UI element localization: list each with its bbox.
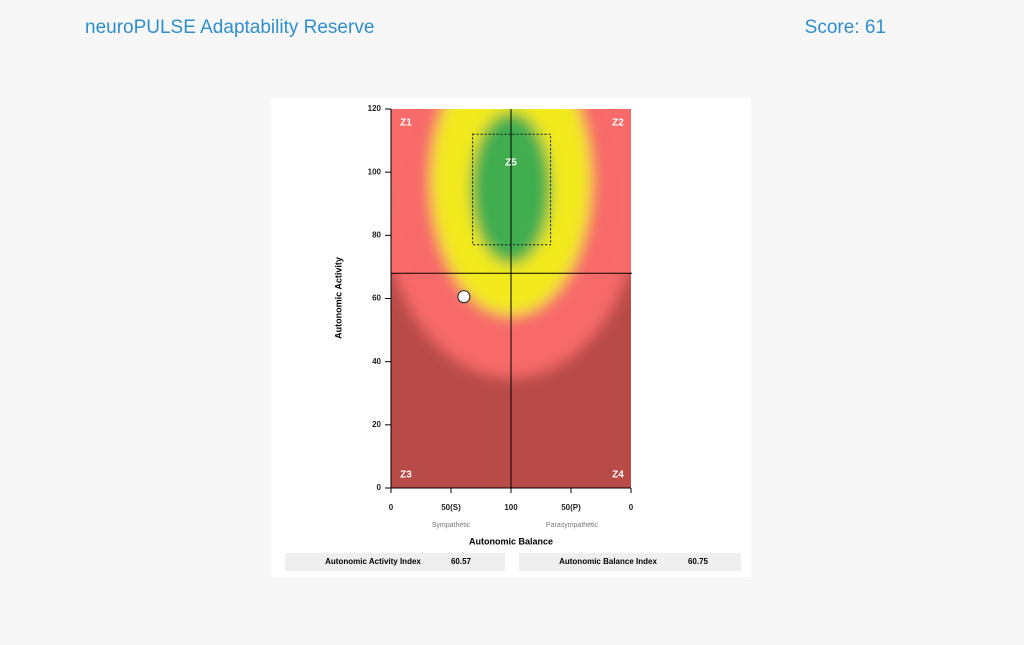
zone-label: Z2 [612,118,624,129]
x-tick-label: 0 [389,503,394,512]
index-box [285,553,505,571]
zone-label: Z5 [505,158,517,169]
y-tick-label: 40 [372,357,381,366]
index-label: Autonomic Balance Index [559,557,657,566]
index-box [519,553,741,571]
index-label: Autonomic Activity Index [325,557,421,566]
x-tick-label: 100 [504,503,518,512]
app-title: neuroPULSE Adaptability Reserve [85,17,374,38]
zone-label: Z1 [400,118,412,129]
y-tick-label: 0 [377,483,382,492]
target-zone [472,133,552,246]
point [457,290,471,304]
x-side-label: Parasympathetic [546,522,599,529]
index-value: 60.75 [688,557,709,566]
x-side-label: Sympathetic [432,522,471,529]
x-tick-label: 50(S) [441,503,461,512]
y-tick-label: 80 [372,230,381,239]
x-tick-label: 50(P) [561,503,581,512]
zone-label: Z3 [400,470,412,481]
index-value: 60.57 [451,557,472,566]
score: Score: 61 [805,17,886,38]
y-tick-label: 20 [372,420,381,429]
y-tick-label: 120 [368,104,382,113]
y-axis-label: Autonomic Activity [333,257,343,339]
x-axis-label: Autonomic Balance [469,536,553,546]
y-tick-label: 100 [368,167,382,176]
x-tick-label: 0 [629,503,634,512]
y-tick-label: 60 [372,294,381,303]
zone-label: Z4 [612,470,624,481]
